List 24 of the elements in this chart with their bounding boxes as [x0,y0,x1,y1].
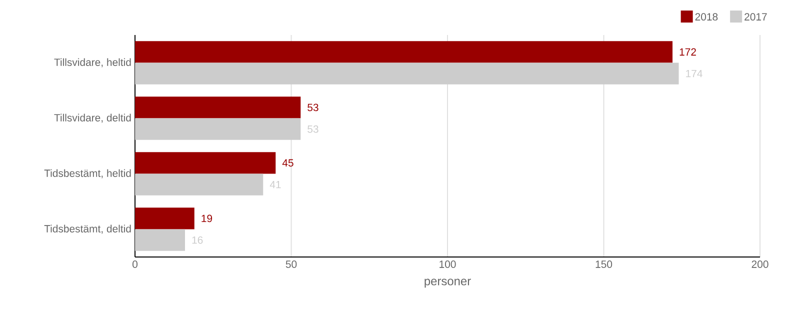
y-tick-label: Tidsbestämt, deltid [44,224,131,234]
bar [135,208,194,230]
x-tick-label: 100 [440,260,456,268]
data-label: 172 [680,48,696,56]
bar [135,62,679,84]
x-tick-label: 150 [596,260,612,268]
y-tick-label: Tidsbestämt, heltid [44,169,131,178]
legend-label: 2017 [744,13,767,21]
data-label: 53 [308,104,318,112]
data-label: 19 [202,214,212,222]
bar [135,41,673,63]
x-tick-label: 0 [132,260,138,268]
x-axis-title: personer [424,278,471,288]
bar [135,174,264,196]
bar [135,118,301,140]
x-tick-label: 200 [752,260,768,268]
data-label: 45 [282,159,294,167]
y-tick-label: Tillsvidare, deltid [54,114,131,123]
legend-label: 2018 [695,13,718,21]
y-tick-label: Tillsvidare, heltid [54,58,131,68]
bar [135,96,301,118]
bar [135,152,276,174]
bar [135,229,186,251]
x-tick-label: 50 [286,260,297,268]
